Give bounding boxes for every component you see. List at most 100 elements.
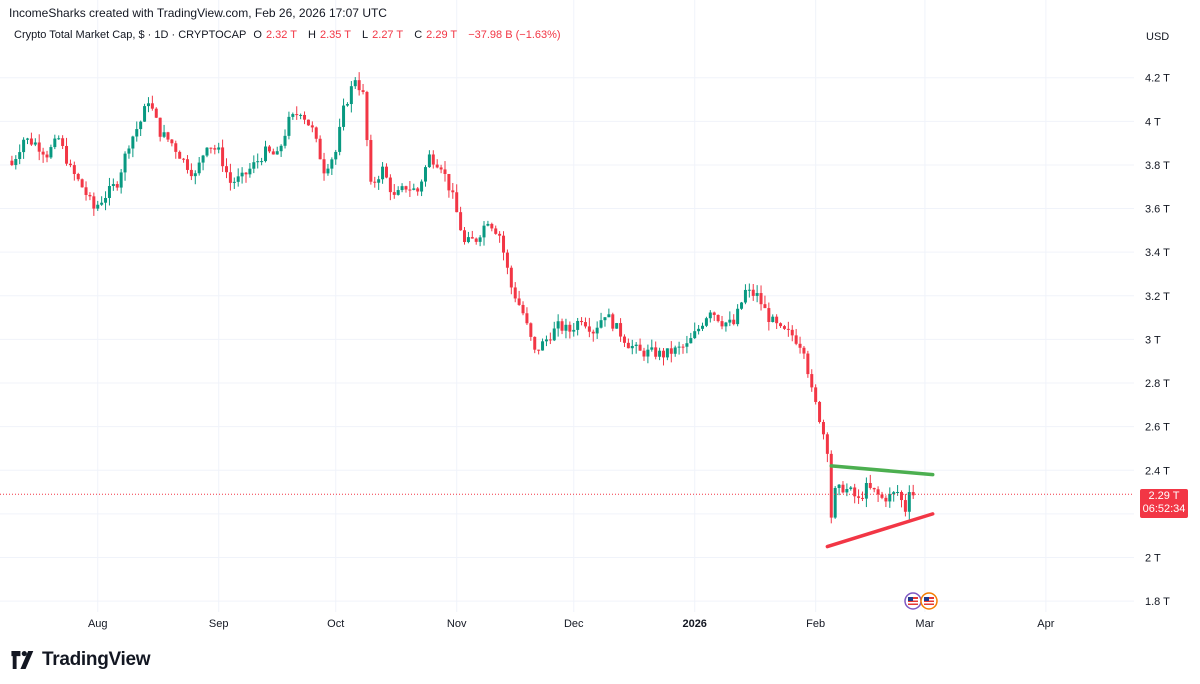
candle xyxy=(248,163,252,178)
candle-body xyxy=(786,328,790,330)
candle-body xyxy=(548,339,552,341)
candle xyxy=(626,338,630,349)
legend-symbol[interactable]: Crypto Total Market Cap, $ · 1D · CRYPTO… xyxy=(14,29,565,41)
candle-body xyxy=(747,289,751,291)
candle-body xyxy=(240,172,244,177)
candle-body xyxy=(642,350,646,357)
candle xyxy=(240,167,244,184)
candle xyxy=(794,328,798,346)
candle-body xyxy=(205,147,209,156)
candle xyxy=(509,265,513,295)
candle-body xyxy=(193,173,197,177)
candle-body xyxy=(197,162,201,174)
candle xyxy=(743,284,747,305)
candle-body xyxy=(338,126,342,152)
candle-body xyxy=(556,321,560,329)
currency-label: USD xyxy=(1146,31,1170,43)
candle-body xyxy=(213,148,217,150)
candle-body xyxy=(412,188,416,190)
candle-body xyxy=(810,374,814,388)
candle xyxy=(443,161,447,182)
candle xyxy=(423,165,427,187)
candle xyxy=(162,124,166,139)
candle-body xyxy=(505,252,509,268)
candle-body xyxy=(498,233,502,236)
candle xyxy=(872,487,876,493)
candle-body xyxy=(779,323,783,327)
candle-body xyxy=(513,287,517,299)
candle xyxy=(345,102,349,107)
candle-body xyxy=(100,202,104,205)
candle-body xyxy=(427,154,431,168)
candle xyxy=(478,235,482,247)
candle-body xyxy=(490,223,494,229)
candle xyxy=(786,321,790,337)
candle-body xyxy=(630,345,634,349)
candle-body xyxy=(806,353,810,375)
candle-body xyxy=(53,138,57,148)
candle xyxy=(900,490,904,508)
candle-body xyxy=(560,321,564,331)
candle xyxy=(275,146,279,155)
candle-body xyxy=(455,192,459,213)
candle xyxy=(712,311,716,321)
candle-body xyxy=(318,138,322,160)
candle-body xyxy=(732,319,736,325)
candle-body xyxy=(68,163,72,166)
candle-body xyxy=(541,341,545,351)
ohlc-open: O 2.32 T xyxy=(253,29,297,41)
candle xyxy=(260,157,264,166)
candle xyxy=(439,164,443,174)
candle-body xyxy=(49,147,53,158)
candle-body xyxy=(474,238,478,242)
candle xyxy=(330,157,334,176)
candle xyxy=(779,322,783,328)
candle xyxy=(580,317,584,326)
ohlc-change: −37.98 B (−1.63%) xyxy=(468,29,561,41)
candle-body xyxy=(767,308,771,323)
candle xyxy=(146,97,150,113)
symbol-label: Crypto Total Market Cap, $ · 1D · CRYPTO… xyxy=(14,29,247,41)
time-tick: Feb xyxy=(806,618,825,630)
candle-body xyxy=(107,186,111,198)
candle-body xyxy=(665,348,669,358)
candle-body xyxy=(892,492,896,495)
tradingview-logo[interactable]: TradingView xyxy=(10,649,151,671)
candle-body xyxy=(330,159,334,169)
candle xyxy=(669,341,673,363)
candle-body xyxy=(14,159,18,166)
candle-body xyxy=(463,230,467,243)
candle-body xyxy=(825,434,829,454)
candle-body xyxy=(139,121,143,130)
candle xyxy=(736,304,740,327)
candle-body xyxy=(818,401,822,423)
candle xyxy=(381,162,385,184)
candle-body xyxy=(209,147,213,149)
candle-body xyxy=(654,347,658,357)
candle xyxy=(455,184,459,213)
candle xyxy=(533,336,537,354)
candle-body xyxy=(299,114,303,116)
candle-body xyxy=(638,344,642,351)
candle xyxy=(221,139,225,172)
candle-body xyxy=(228,172,232,183)
candle-body xyxy=(759,293,763,305)
candle-body xyxy=(829,453,833,518)
price-tick: 3.6 T xyxy=(1145,204,1170,216)
candle-body xyxy=(568,324,572,332)
candle-body xyxy=(384,166,388,178)
candle xyxy=(825,432,829,463)
candle xyxy=(903,493,907,517)
events xyxy=(904,592,938,610)
candle-body xyxy=(232,181,236,183)
price-tick: 4 T xyxy=(1145,116,1161,128)
candle xyxy=(29,132,33,146)
candle-body xyxy=(552,328,556,341)
candle-body xyxy=(658,350,662,357)
candle-body xyxy=(400,186,404,191)
candle-body xyxy=(326,168,330,174)
candle xyxy=(37,134,41,161)
candle xyxy=(884,495,888,508)
candle xyxy=(228,163,232,191)
